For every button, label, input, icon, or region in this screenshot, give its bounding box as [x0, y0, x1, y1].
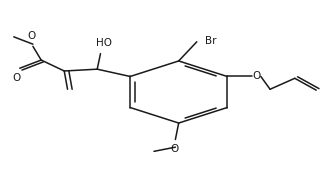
Text: O: O	[253, 71, 261, 82]
Text: O: O	[27, 31, 35, 41]
Text: Br: Br	[205, 36, 216, 46]
Text: O: O	[170, 144, 179, 154]
Text: O: O	[12, 73, 21, 83]
Text: HO: HO	[96, 38, 112, 48]
